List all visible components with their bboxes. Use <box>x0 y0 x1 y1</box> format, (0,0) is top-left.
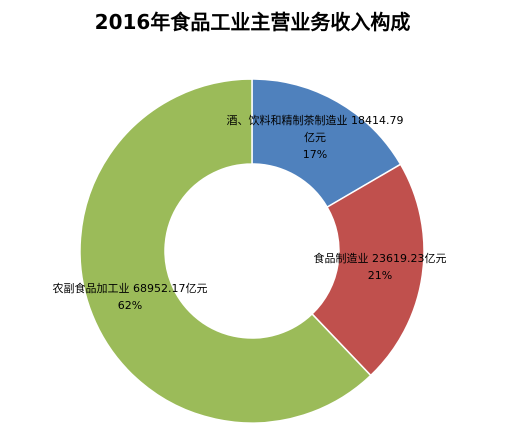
slice-label-line: 21% <box>368 269 392 282</box>
slice-label-line: 62% <box>118 299 142 312</box>
slice-label-2: 食品制造业 23619.23亿元 21% <box>314 251 447 282</box>
slice-label-line: 17% <box>303 148 327 161</box>
slice-label-1: 酒、饮料和精制茶制造业 18414.79 亿元 17% <box>227 113 404 161</box>
donut-slice-3 <box>79 78 372 424</box>
chart-title: 2016年食品工业主营业务收入构成 <box>94 10 411 34</box>
slice-label-line: 亿元 <box>304 131 326 144</box>
slice-label-3: 农副食品加工业 68952.17亿元 62% <box>53 281 208 312</box>
donut-slice-1 <box>251 78 402 209</box>
slice-label-line: 食品制造业 23619.23亿元 <box>314 251 447 265</box>
slice-label-line: 农副食品加工业 68952.17亿元 <box>53 281 208 295</box>
slice-label-line: 酒、饮料和精制茶制造业 18414.79 <box>227 113 404 127</box>
donut-slice-2 <box>310 163 425 377</box>
